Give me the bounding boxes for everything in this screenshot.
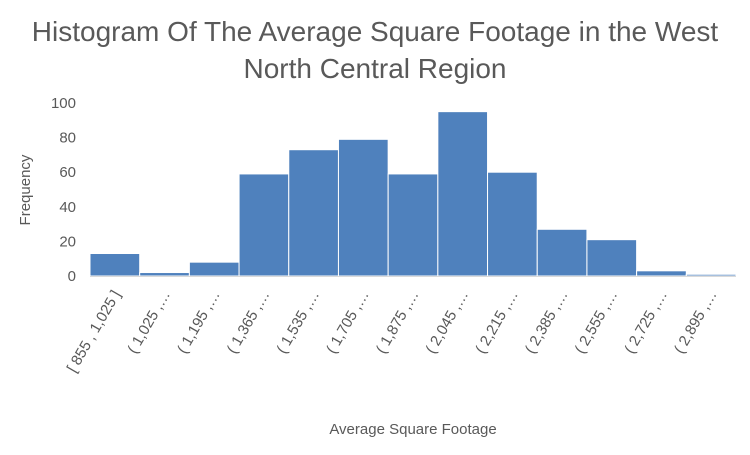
x-tick-label: ( 2,385 ,… <box>522 288 572 357</box>
bars <box>89 111 737 277</box>
bar <box>536 228 588 277</box>
x-tick-label: ( 1,875 ,… <box>373 288 423 357</box>
bar <box>89 253 141 277</box>
x-axis-title: Average Square Footage <box>329 421 496 438</box>
bar <box>288 149 339 277</box>
y-tick-label: 0 <box>68 268 76 285</box>
x-tick-label: ( 1,025 ,… <box>124 288 174 357</box>
x-tick-label: ( 1,365 ,… <box>224 288 274 357</box>
y-tick-label: 60 <box>59 164 76 181</box>
bar <box>437 111 489 277</box>
bar <box>586 239 638 277</box>
bar <box>238 173 290 277</box>
bar <box>139 272 190 277</box>
y-tick-label: 100 <box>51 95 76 112</box>
x-axis-ticks: [ 855 , 1,025 ]( 1,025 ,…( 1,195 ,…( 1,3… <box>64 288 721 376</box>
x-tick-label: ( 2,555 ,… <box>571 288 621 357</box>
y-axis-title: Frequency <box>17 154 34 225</box>
x-tick-label: ( 2,895 ,… <box>671 288 721 357</box>
x-tick-label: ( 2,045 ,… <box>422 288 472 357</box>
x-tick-label: ( 1,195 ,… <box>174 288 224 357</box>
bar <box>337 138 389 277</box>
x-tick-label: ( 2,725 ,… <box>621 288 671 357</box>
y-tick-label: 20 <box>59 233 76 250</box>
bar <box>387 173 439 277</box>
chart-title-line-2: North Central Region <box>243 53 506 84</box>
x-tick-label: ( 1,705 ,… <box>323 288 373 357</box>
x-tick-label: ( 1,535 ,… <box>273 288 323 357</box>
chart-title-line-1: Histogram Of The Average Square Footage … <box>32 16 719 47</box>
y-tick-label: 80 <box>59 130 76 147</box>
y-axis-ticks: 0 20 40 60 80 100 <box>51 95 76 285</box>
bar <box>636 270 687 277</box>
x-tick-label: ( 2,215 ,… <box>472 288 522 357</box>
bar <box>188 261 240 277</box>
y-tick-label: 40 <box>59 199 76 216</box>
bar <box>685 273 737 277</box>
bar <box>487 171 538 277</box>
x-tick-label: [ 855 , 1,025 ] <box>64 288 125 376</box>
